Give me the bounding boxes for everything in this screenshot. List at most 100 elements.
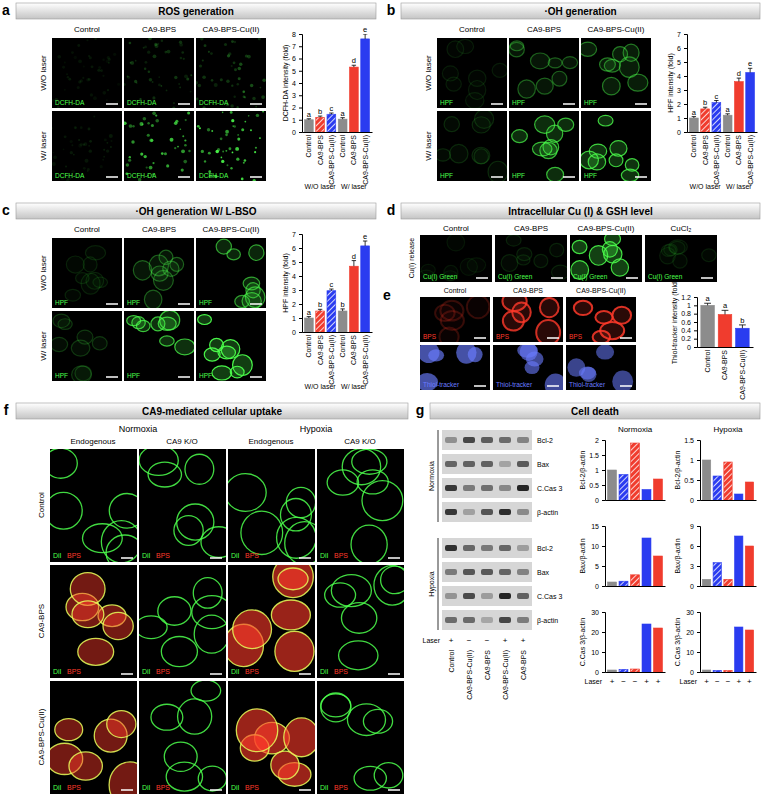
stain-label: DiI [231, 668, 240, 675]
cell [619, 57, 639, 78]
axis-line [684, 35, 688, 133]
tick: 10 [591, 649, 605, 656]
column-label: Control [444, 287, 467, 294]
tick-label: 6 [677, 45, 681, 52]
signal-dot [74, 56, 77, 59]
image-background [581, 111, 651, 181]
cell [50, 449, 77, 478]
signal-dot [230, 167, 232, 169]
tick: 15 [591, 523, 605, 530]
signal-dot [161, 39, 163, 41]
stain-label: DiI [320, 552, 329, 559]
significance-letter: a [307, 308, 312, 317]
signal-dot [161, 152, 164, 155]
signal-dot [103, 156, 105, 158]
blot-band [463, 485, 475, 491]
cell [669, 240, 688, 254]
bar [642, 624, 651, 672]
tick-mark [602, 455, 605, 456]
scale-bar [121, 673, 133, 675]
cell [271, 600, 310, 630]
stain-label: DiI [231, 784, 240, 791]
band-label: C.Cas 3 [537, 593, 562, 600]
band-label: β-actin [537, 617, 558, 625]
signal-dot [94, 38, 96, 40]
image-background [124, 111, 194, 181]
tick-mark [299, 248, 302, 249]
tick-label: 0 [292, 329, 296, 336]
tick: CA9-BPS-Cu(II) [747, 132, 755, 185]
bar [361, 39, 370, 132]
scale-bar [250, 103, 262, 105]
tick-label: CA9-BPS [317, 135, 324, 165]
signal-dot [243, 90, 245, 92]
error-bar [722, 310, 729, 314]
chart: abcbde01234567ControlCA9-BPSCA9-BPS-Cu(I… [282, 231, 373, 390]
tick: 0.5 [589, 482, 605, 489]
tick-label: 1 [595, 467, 599, 474]
signal-dot [231, 84, 233, 86]
significance-letter: b [740, 316, 744, 325]
signal-dot [68, 78, 71, 81]
significance-letter: c [329, 280, 333, 289]
signal-dot [166, 90, 168, 92]
group-label: W/O laser [690, 183, 722, 190]
error-bar [329, 113, 333, 114]
signal-dot [113, 53, 116, 56]
tick-label: 7 [292, 43, 296, 50]
bar [654, 628, 663, 672]
chart: 00.511.5Bcl-2/β-actin [674, 437, 757, 504]
cell [625, 159, 639, 172]
micrograph [420, 345, 490, 390]
image-background [317, 681, 404, 794]
signal-dot [231, 40, 234, 43]
scale-bar [178, 376, 190, 378]
tick-mark [602, 652, 605, 653]
bar [619, 475, 628, 501]
signal-dot [90, 93, 93, 96]
y-axis-title: Thiol-tracker intensity (fold) [671, 280, 679, 364]
tick: Control [704, 347, 711, 373]
row-label: W/O laser [39, 255, 48, 291]
tick-label: 10 [591, 543, 599, 550]
tick: 4 [292, 273, 302, 280]
cell [136, 320, 150, 331]
signal-dot [127, 76, 130, 79]
micrograph [124, 238, 194, 308]
tick-mark [299, 132, 302, 133]
blot-band [463, 461, 475, 467]
tick-mark [299, 332, 302, 333]
x-axis: ControlCA9-BPSCA9-BPS-Cu(II)ControlCA9-B… [688, 132, 758, 185]
blot-band [517, 461, 529, 467]
cell [547, 167, 564, 181]
laser-sign: − [467, 636, 472, 645]
signal-dot [144, 46, 147, 49]
stain-label: DiI [142, 784, 151, 791]
bar [746, 73, 755, 133]
signal-dot [53, 152, 55, 154]
group-label: Normoxia [119, 424, 158, 434]
y-axis: 01234567 [677, 31, 687, 136]
column-label: CA9-BPS-Cu(II) [576, 287, 626, 295]
tick: CA9-BPS-Cu(II) [739, 347, 747, 400]
panel-letter: f [4, 402, 9, 418]
y-axis-title: DCFH-DA intensity (fold) [282, 45, 290, 122]
signal-dot [86, 78, 89, 81]
axis-line [602, 613, 606, 673]
micrograph [581, 111, 651, 181]
error-bar [737, 78, 741, 82]
signal-dot [261, 95, 265, 99]
scale-bar [210, 789, 222, 791]
signal-dot [236, 158, 239, 161]
panel-header [430, 403, 760, 419]
tick-mark [602, 526, 605, 527]
signal-dot [243, 162, 245, 164]
blot-band [481, 593, 493, 599]
cell [164, 742, 197, 771]
cell [468, 80, 485, 99]
signal-dot [237, 134, 239, 136]
bar [631, 443, 640, 500]
significance-letter: a [692, 108, 697, 117]
tick-label: 4 [677, 73, 681, 80]
scale-bar [106, 303, 118, 305]
